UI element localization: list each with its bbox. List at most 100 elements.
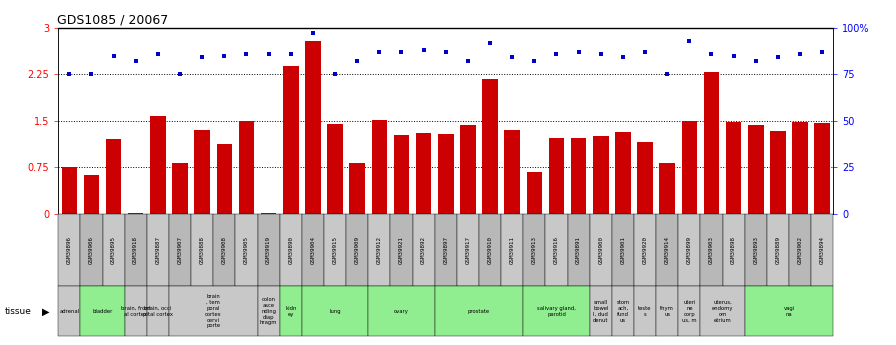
Point [107,53,121,58]
Text: GSM39895: GSM39895 [111,236,116,264]
Text: GSM39888: GSM39888 [200,236,204,264]
Text: uteri
ne
corp
us, m: uteri ne corp us, m [682,300,697,323]
Text: GSM39891: GSM39891 [576,236,582,264]
Point [682,38,696,43]
Point [593,51,607,57]
Bar [327,124,343,214]
Text: kidn
ey: kidn ey [285,306,297,317]
Text: salivary gland,
parotid: salivary gland, parotid [537,306,576,317]
Text: GSM39887: GSM39887 [155,236,160,264]
Point [572,49,586,55]
Point [727,53,741,58]
Point [793,51,807,57]
Text: GSM39906: GSM39906 [89,236,94,264]
Text: colon
asce
nding
diap
hragm: colon asce nding diap hragm [260,297,278,325]
Bar [416,133,431,214]
Point [151,51,165,57]
Text: GSM39918: GSM39918 [134,236,138,264]
Point [394,49,409,55]
Bar [461,125,476,214]
Point [173,71,187,77]
Text: GSM39890: GSM39890 [289,236,293,264]
Point [660,71,675,77]
Bar [349,163,365,214]
Text: GSM39912: GSM39912 [377,236,382,264]
Bar [306,41,321,214]
Bar [151,116,166,214]
Text: brain, front
al cortex: brain, front al cortex [121,306,151,317]
Text: GSM39892: GSM39892 [421,236,426,264]
Text: GSM39907: GSM39907 [177,236,183,264]
Text: GSM39896: GSM39896 [67,236,72,264]
Bar [814,122,830,214]
Point [638,49,652,55]
Bar [504,130,520,214]
Bar [792,122,808,214]
Bar [659,163,675,214]
Point [306,30,320,36]
Bar [217,144,232,214]
Text: GSM39898: GSM39898 [731,236,737,264]
Point [483,40,497,45]
Bar [593,136,608,214]
Text: GSM39903: GSM39903 [709,236,714,264]
Bar [128,213,143,214]
Point [217,53,231,58]
Point [262,51,276,57]
Text: brain, occi
pital cortex: brain, occi pital cortex [142,306,173,317]
Bar [372,119,387,214]
Point [62,71,76,77]
Bar [548,138,564,214]
Text: GSM39901: GSM39901 [620,236,625,264]
Text: GSM39913: GSM39913 [532,236,537,264]
Text: small
bowel
l, dud
denut: small bowel l, dud denut [593,300,608,323]
Point [616,55,630,60]
Bar [571,138,586,214]
Text: GSM39910: GSM39910 [487,236,493,264]
Bar [771,131,786,214]
Bar [482,79,498,214]
Text: vagi
na: vagi na [783,306,795,317]
Bar [616,132,631,214]
Text: GSM39897: GSM39897 [444,236,448,264]
Text: adrenal: adrenal [59,309,80,314]
Point [439,49,453,55]
Text: GSM39921: GSM39921 [399,236,404,264]
Bar [194,130,210,214]
Point [239,51,254,57]
Text: GSM39917: GSM39917 [465,236,470,264]
Text: GSM39919: GSM39919 [266,236,271,264]
Point [505,55,520,60]
Text: GSM39916: GSM39916 [554,236,559,264]
Bar [62,167,77,214]
Text: brain
, tem
poral
cortex
cervi
porte: brain , tem poral cortex cervi porte [205,294,221,328]
Bar [106,139,121,214]
Point [328,71,342,77]
Text: GSM39920: GSM39920 [642,236,648,264]
Text: thym
us: thym us [660,306,674,317]
Point [417,47,431,53]
Text: GSM39904: GSM39904 [310,236,315,264]
Point [129,58,143,64]
Text: GSM39915: GSM39915 [332,236,338,264]
Bar [637,142,653,214]
Text: ▶: ▶ [42,306,49,316]
Point [527,58,541,64]
Point [372,49,386,55]
Bar [438,135,453,214]
Bar [726,122,741,214]
Text: teste
s: teste s [638,306,651,317]
Text: prostate: prostate [468,309,490,314]
Text: ovary: ovary [394,309,409,314]
Text: GSM39889: GSM39889 [775,236,780,264]
Point [461,58,475,64]
Point [549,51,564,57]
Point [84,71,99,77]
Point [815,49,830,55]
Point [704,51,719,57]
Text: uterus,
endomy
om
etrium: uterus, endomy om etrium [711,300,733,323]
Text: GSM39902: GSM39902 [797,236,803,264]
Text: GSM39914: GSM39914 [665,236,669,264]
Point [284,51,298,57]
Bar [83,175,99,214]
